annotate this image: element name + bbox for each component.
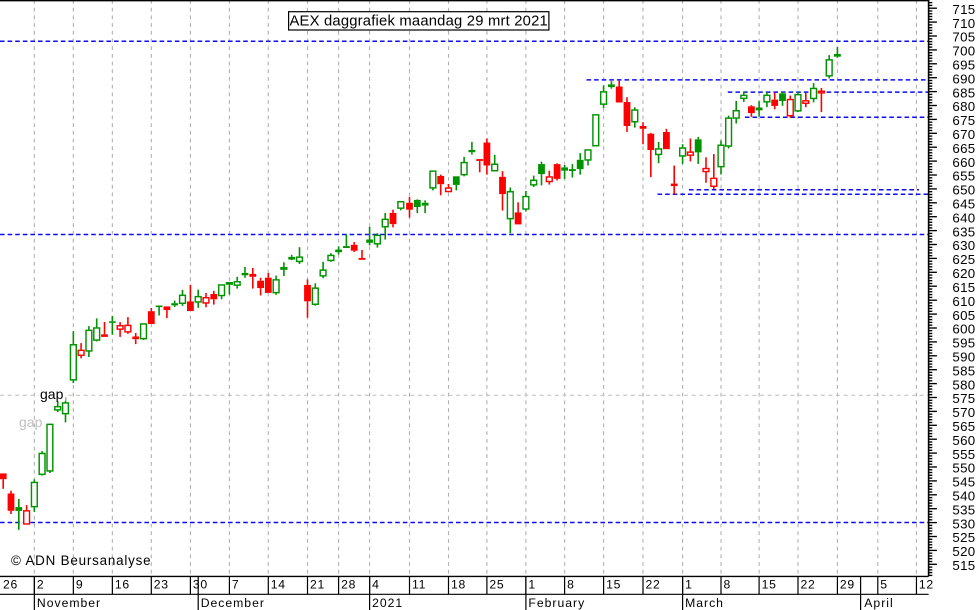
svg-text:630: 630 <box>952 238 975 253</box>
svg-text:22: 22 <box>646 578 661 592</box>
svg-text:635: 635 <box>952 224 975 239</box>
svg-text:595: 595 <box>952 336 975 351</box>
svg-text:560: 560 <box>952 433 975 448</box>
svg-text:15: 15 <box>762 578 777 592</box>
svg-text:605: 605 <box>952 308 975 323</box>
svg-text:625: 625 <box>952 252 975 267</box>
svg-text:14: 14 <box>271 578 286 592</box>
svg-text:700: 700 <box>952 44 975 59</box>
svg-text:gap: gap <box>40 386 64 402</box>
svg-text:655: 655 <box>952 169 975 184</box>
svg-text:11: 11 <box>412 578 426 592</box>
svg-text:30: 30 <box>193 578 208 592</box>
svg-text:5: 5 <box>880 578 887 592</box>
svg-text:670: 670 <box>952 127 975 142</box>
svg-text:29: 29 <box>840 578 855 592</box>
svg-text:© ADN Beursanalyse: © ADN Beursanalyse <box>11 553 151 568</box>
svg-text:12: 12 <box>919 578 934 592</box>
svg-text:2021: 2021 <box>372 596 403 610</box>
svg-text:650: 650 <box>952 183 975 198</box>
svg-text:580: 580 <box>952 377 975 392</box>
svg-text:645: 645 <box>952 197 975 212</box>
svg-text:23: 23 <box>154 578 169 592</box>
svg-text:21: 21 <box>310 578 325 592</box>
svg-text:2: 2 <box>37 578 44 592</box>
svg-text:640: 640 <box>952 210 975 225</box>
svg-text:710: 710 <box>952 16 975 31</box>
svg-text:550: 550 <box>952 461 975 476</box>
svg-text:680: 680 <box>952 99 975 114</box>
svg-text:April: April <box>864 596 893 610</box>
svg-text:570: 570 <box>952 405 975 420</box>
svg-text:18: 18 <box>451 578 466 592</box>
svg-text:675: 675 <box>952 113 975 128</box>
svg-text:585: 585 <box>952 363 975 378</box>
svg-text:610: 610 <box>952 294 975 309</box>
svg-text:705: 705 <box>952 30 975 45</box>
svg-text:695: 695 <box>952 58 975 73</box>
svg-text:590: 590 <box>952 350 975 365</box>
svg-text:530: 530 <box>952 516 975 531</box>
svg-text:16: 16 <box>115 578 130 592</box>
svg-text:665: 665 <box>952 141 975 156</box>
svg-text:1: 1 <box>528 578 535 592</box>
svg-text:28: 28 <box>341 578 356 592</box>
svg-text:620: 620 <box>952 266 975 281</box>
svg-text:March: March <box>685 596 724 610</box>
svg-text:8: 8 <box>567 578 574 592</box>
svg-text:December: December <box>201 596 265 610</box>
svg-text:26: 26 <box>3 578 18 592</box>
svg-text:600: 600 <box>952 322 975 337</box>
svg-text:25: 25 <box>489 578 504 592</box>
svg-text:9: 9 <box>76 578 83 592</box>
svg-text:515: 515 <box>952 558 975 573</box>
svg-text:575: 575 <box>952 391 975 406</box>
svg-text:AEX daggrafiek maandag 29 mrt: AEX daggrafiek maandag 29 mrt 2021 <box>289 14 548 30</box>
svg-text:November: November <box>37 596 101 610</box>
svg-text:7: 7 <box>232 578 239 592</box>
svg-text:8: 8 <box>724 578 731 592</box>
svg-text:540: 540 <box>952 489 975 504</box>
svg-text:4: 4 <box>372 578 379 592</box>
svg-text:555: 555 <box>952 447 975 462</box>
svg-text:715: 715 <box>952 2 975 17</box>
svg-text:615: 615 <box>952 280 975 295</box>
svg-text:22: 22 <box>801 578 816 592</box>
svg-text:535: 535 <box>952 502 975 517</box>
svg-text:525: 525 <box>952 530 975 545</box>
svg-text:gap: gap <box>19 414 43 430</box>
svg-text:690: 690 <box>952 71 975 86</box>
svg-text:545: 545 <box>952 475 975 490</box>
svg-text:660: 660 <box>952 155 975 170</box>
svg-text:15: 15 <box>606 578 621 592</box>
svg-text:February: February <box>528 596 585 610</box>
svg-text:1: 1 <box>685 578 692 592</box>
svg-text:520: 520 <box>952 544 975 559</box>
svg-text:565: 565 <box>952 419 975 434</box>
svg-text:685: 685 <box>952 85 975 100</box>
